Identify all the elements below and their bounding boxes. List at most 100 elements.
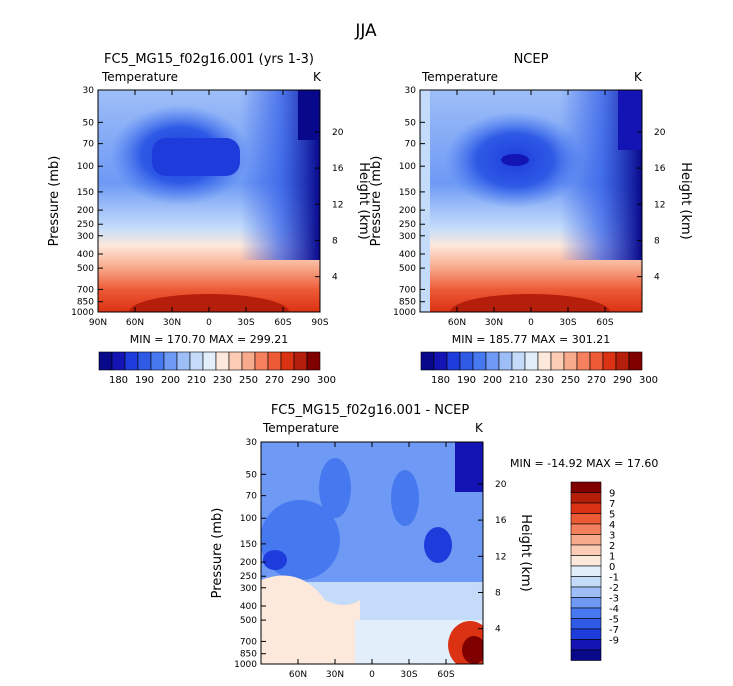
colorbar-swatch <box>306 351 321 371</box>
pressure-tick-label: 200 <box>77 206 94 216</box>
panel-ncep-units: K <box>634 70 643 84</box>
pressure-tick-label: 400 <box>240 602 257 612</box>
colorbar-swatch <box>472 351 487 371</box>
colorbar-swatch <box>215 351 230 371</box>
panel-ncep-lat-ticks: 60N 30N 0 30S 60S <box>448 90 614 328</box>
colorbar-swatch <box>254 351 269 371</box>
colorbar-swatch <box>589 351 604 371</box>
colorbar-label: -5 <box>609 615 619 626</box>
colorbar-swatch <box>570 607 602 619</box>
panel-diff-height-ticks: 20 16 12 8 4 <box>478 480 507 635</box>
colorbar-swatch <box>124 351 139 371</box>
colorbar-swatch <box>189 351 204 371</box>
pressure-tick-label: 500 <box>399 264 416 274</box>
colorbar-label: 180 <box>431 375 450 386</box>
height-tick-label: 12 <box>495 552 506 562</box>
pressure-tick-label: 150 <box>240 540 257 550</box>
colorbar-label: 270 <box>587 375 606 386</box>
colorbar-swatch <box>111 351 126 371</box>
lat-tick-label: 90S <box>311 318 328 328</box>
pressure-tick-label: 850 <box>240 650 257 660</box>
panel-ncep-y2label: Height (km) <box>678 162 693 239</box>
colorbar-swatch <box>570 534 602 546</box>
pressure-tick-label: 300 <box>399 232 416 242</box>
panel-ncep-field <box>420 90 642 312</box>
height-tick-label: 12 <box>332 200 343 210</box>
colorbar-swatch <box>570 586 602 598</box>
lat-tick-label: 60N <box>289 670 307 680</box>
colorbar-label: 210 <box>509 375 528 386</box>
colorbar-label: 270 <box>265 375 284 386</box>
colorbar-swatch <box>570 544 602 556</box>
panel-diff-variable: Temperature <box>262 421 339 435</box>
height-tick-label: 4 <box>495 625 501 635</box>
colorbar-label: 200 <box>161 375 180 386</box>
panel-ncep-title: NCEP <box>514 52 549 67</box>
height-tick-label: 16 <box>654 164 666 174</box>
colorbar-swatch <box>570 523 602 535</box>
lat-tick-label: 90N <box>89 318 107 328</box>
pressure-tick-label: 250 <box>399 220 416 230</box>
pressure-tick-label: 700 <box>399 285 416 295</box>
panel-model-y2label: Height (km) <box>356 162 371 239</box>
panel-model-colorbar: 180 190 200 210 230 250 270 290 300 <box>98 351 336 386</box>
lat-tick-label: 0 <box>369 670 375 680</box>
colorbar-swatch <box>498 351 513 371</box>
colorbar-swatch <box>570 576 602 588</box>
season-title: JJA <box>354 21 377 41</box>
pressure-tick-label: 100 <box>240 514 257 524</box>
colorbar-label: 230 <box>535 375 554 386</box>
panel-model-ylabel: Pressure (mb) <box>47 156 62 247</box>
lat-tick-label: 0 <box>206 318 212 328</box>
colorbar-swatch <box>570 628 602 640</box>
pressure-tick-label: 200 <box>240 558 257 568</box>
colorbar-swatch <box>511 351 526 371</box>
colorbar-swatch <box>293 351 308 371</box>
colorbar-label: -1 <box>609 573 619 584</box>
lat-tick-label: 60N <box>448 318 466 328</box>
panel-ncep-height-ticks: 20 16 12 8 4 <box>637 128 666 283</box>
colorbar-label: 210 <box>187 375 206 386</box>
colorbar-swatch <box>137 351 152 371</box>
colorbar-label: 250 <box>561 375 580 386</box>
pressure-tick-label: 400 <box>77 250 94 260</box>
colorbar-swatch <box>485 351 500 371</box>
pressure-tick-label: 1000 <box>234 660 257 670</box>
colorbar-swatch <box>570 555 602 567</box>
panel-ncep: NCEP Temperature K Pressure (mb) Height … <box>369 52 693 386</box>
lat-tick-label: 0 <box>528 318 534 328</box>
colorbar-label: 250 <box>239 375 258 386</box>
colorbar-swatch <box>228 351 243 371</box>
lat-tick-label: 60N <box>126 318 144 328</box>
panel-model-minmax: MIN = 170.70 MAX = 299.21 <box>130 333 288 346</box>
pressure-tick-label: 150 <box>399 188 416 198</box>
height-tick-label: 16 <box>495 516 507 526</box>
lat-tick-label: 60S <box>596 318 613 328</box>
colorbar-swatch <box>576 351 591 371</box>
colorbar-label: 300 <box>639 375 658 386</box>
panel-ncep-ylabel: Pressure (mb) <box>369 156 384 247</box>
colorbar-swatch <box>570 597 602 609</box>
pressure-tick-label: 200 <box>399 206 416 216</box>
lat-tick-label: 30S <box>400 670 417 680</box>
lat-tick-label: 30S <box>237 318 254 328</box>
pressure-tick-label: 700 <box>77 285 94 295</box>
panel-diff-field <box>261 442 483 664</box>
colorbar-swatch <box>241 351 256 371</box>
colorbar-label: 290 <box>291 375 310 386</box>
colorbar-swatch <box>628 351 643 371</box>
pressure-tick-label: 700 <box>240 637 257 647</box>
pressure-tick-label: 70 <box>83 140 95 150</box>
height-tick-label: 4 <box>654 273 660 283</box>
height-tick-label: 4 <box>332 273 338 283</box>
pressure-tick-label: 1000 <box>71 308 94 318</box>
colorbar-swatch <box>98 351 113 371</box>
lat-tick-label: 60S <box>437 670 454 680</box>
colorbar-swatch <box>550 351 565 371</box>
colorbar-swatch <box>602 351 617 371</box>
colorbar-swatch <box>420 351 435 371</box>
